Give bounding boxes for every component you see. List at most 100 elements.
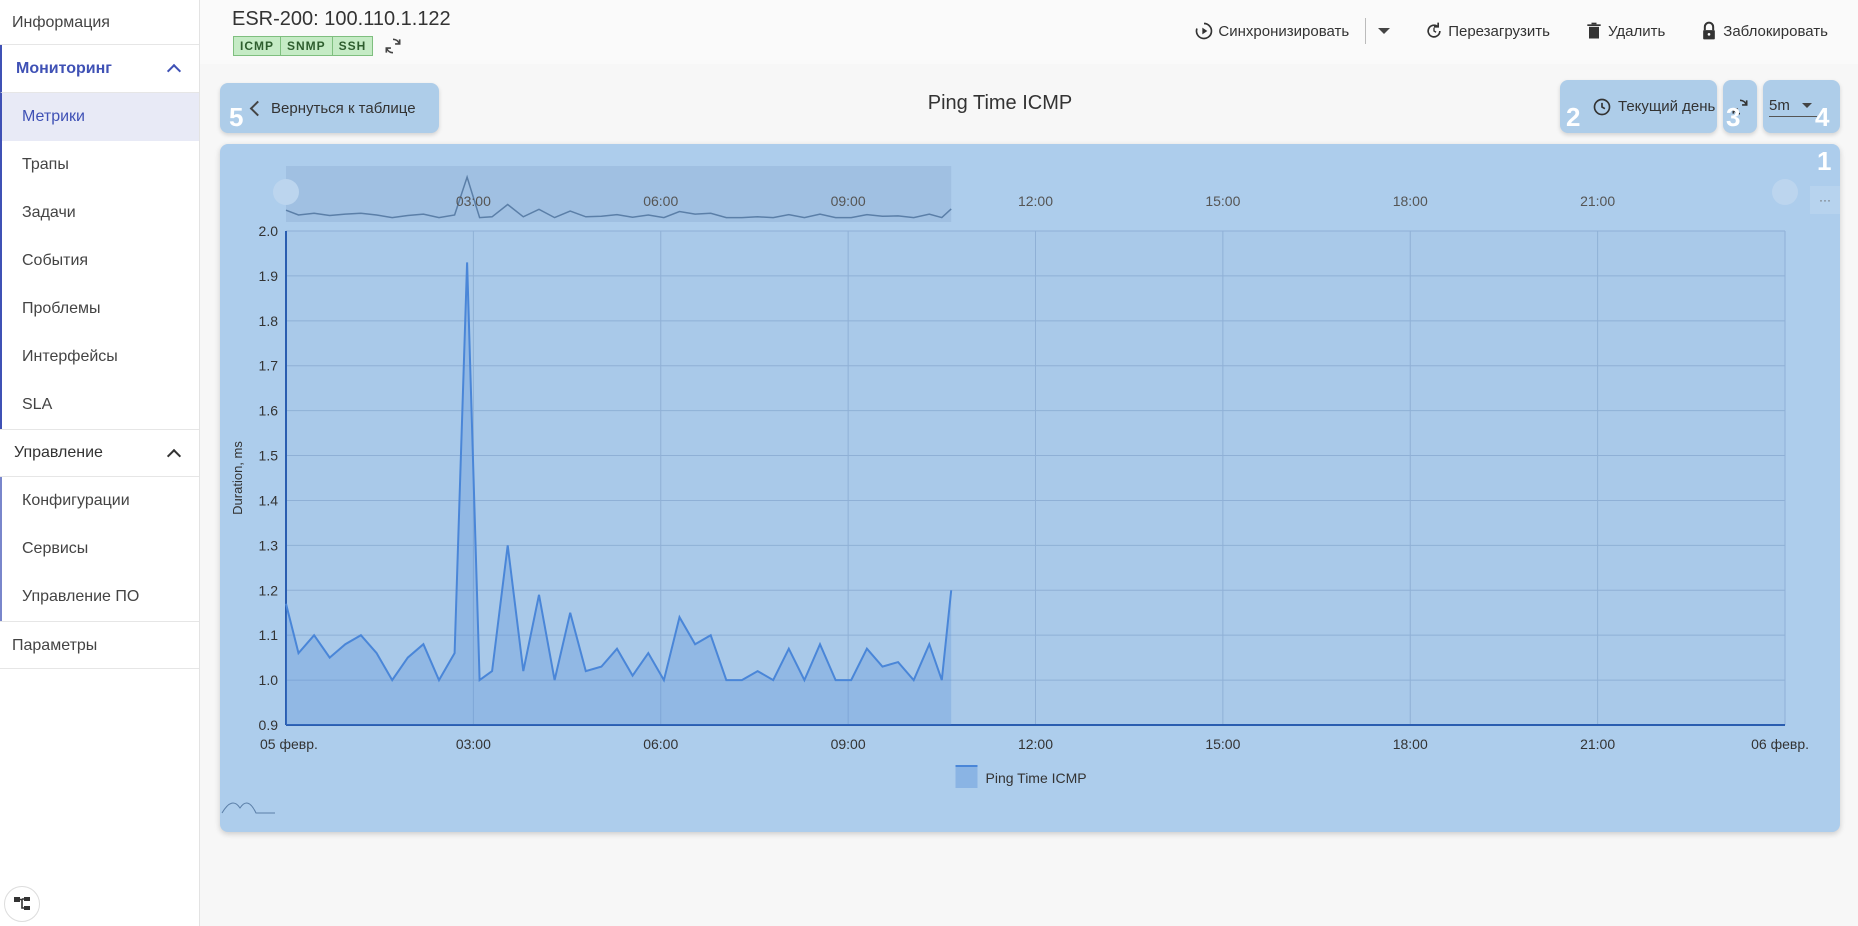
restart-icon bbox=[1427, 22, 1441, 38]
navigator-selection bbox=[286, 166, 952, 222]
chart-panel[interactable]: 0.9 1.0 1.1 1.2 1.3 1.4 1.5 1.6 1.7 1.8 1.9 2.0 05 ф… bbox=[220, 144, 1840, 832]
sidebar-item-interfaces[interactable]: Интерфейсы bbox=[22, 348, 118, 365]
legend-label: Ping Time ICMP bbox=[986, 770, 1087, 786]
nav-info[interactable]: Информация bbox=[0, 0, 199, 45]
marker-2: 2 bbox=[1566, 102, 1581, 132]
divider bbox=[1365, 18, 1367, 44]
trash-icon bbox=[1587, 22, 1601, 39]
refresh-chart-button[interactable] bbox=[1723, 80, 1757, 133]
sidebar-item-configurations[interactable]: Конфигурации bbox=[22, 492, 130, 509]
x-tick-label: 15:00 bbox=[1205, 736, 1240, 752]
reboot-button-label: Перезагрузить bbox=[1448, 22, 1550, 40]
back-to-table-button[interactable]: Вернуться к таблице bbox=[220, 83, 439, 133]
y-tick-label: 1.2 bbox=[259, 582, 279, 598]
sidebar-item-sla[interactable]: SLA bbox=[22, 396, 53, 413]
navigator-tick-label: 18:00 bbox=[1393, 193, 1428, 209]
monitoring-submenu: Метрики Трапы Задачи События Проблемы Ин… bbox=[0, 93, 199, 429]
navigator-tick-label: 06:00 bbox=[643, 193, 678, 209]
chevron-left-icon bbox=[249, 100, 266, 116]
marker-1: 1 bbox=[1817, 146, 1832, 176]
x-tick-label: 18:00 bbox=[1393, 736, 1428, 752]
caret-down-icon bbox=[1801, 102, 1812, 108]
time-range-button[interactable]: Текущий день bbox=[1560, 80, 1717, 133]
x-tick-label: 03:00 bbox=[456, 736, 491, 752]
management-submenu: Конфигурации Сервисы Управление ПО bbox=[0, 477, 199, 621]
navigator-tick-label: 15:00 bbox=[1205, 193, 1240, 209]
marker-4: 4 bbox=[1815, 102, 1830, 132]
time-range-label: Текущий день bbox=[1618, 98, 1716, 115]
device-title: ESR-200: 100.110.1.122 bbox=[232, 8, 451, 30]
sidebar-item-events[interactable]: События bbox=[22, 252, 89, 269]
nav-section-management[interactable]: Управление bbox=[0, 429, 199, 477]
y-tick-label: 1.9 bbox=[259, 268, 279, 284]
interval-select[interactable]: 5m bbox=[1763, 80, 1840, 133]
y-tick-label: 1.6 bbox=[259, 403, 279, 419]
sync-play-icon bbox=[1196, 22, 1213, 40]
device-header: ESR-200: 100.110.1.122 ICMP SNMP SSH Син… bbox=[200, 0, 1858, 64]
back-to-table-label: Вернуться к таблице bbox=[271, 99, 416, 117]
chart-menu-button[interactable]: ··· bbox=[1810, 186, 1840, 214]
x-tick-label: 06 февр. bbox=[1751, 736, 1809, 752]
y-tick-label: 1.4 bbox=[259, 492, 279, 508]
interval-select-field: 5m bbox=[1769, 97, 1817, 117]
lock-icon bbox=[1703, 21, 1716, 40]
series-area bbox=[286, 262, 952, 725]
y-tick-label: 1.0 bbox=[259, 672, 279, 688]
x-tick-label: 21:00 bbox=[1580, 736, 1615, 752]
chart-title: Ping Time ICMP bbox=[927, 92, 1073, 114]
nav-section-monitoring[interactable]: Мониторинг bbox=[0, 45, 199, 93]
sidebar: Информация Мониторинг Метрики Трапы Зада… bbox=[0, 0, 200, 926]
chart-mini-icon bbox=[221, 802, 275, 814]
tag-icmp: ICMP bbox=[233, 36, 281, 56]
nav-params[interactable]: Параметры bbox=[0, 621, 199, 669]
sidebar-item-traps[interactable]: Трапы bbox=[22, 156, 69, 173]
y-tick-label: 1.8 bbox=[259, 313, 279, 329]
clock-icon bbox=[1593, 98, 1611, 115]
y-tick-label: 1.5 bbox=[259, 448, 279, 464]
navigator-tick-label: 21:00 bbox=[1580, 193, 1615, 209]
delete-button[interactable]: Удалить bbox=[1584, 21, 1665, 41]
interval-value: 5m bbox=[1769, 96, 1790, 114]
navigator-tick-label: 03:00 bbox=[456, 193, 491, 209]
navigator-tick-label: 09:00 bbox=[831, 193, 866, 209]
marker-5: 5 bbox=[229, 102, 244, 132]
sync-button[interactable]: Синхронизировать bbox=[1194, 21, 1349, 41]
sidebar-item-problems[interactable]: Проблемы bbox=[22, 300, 101, 317]
tree-view-button[interactable] bbox=[4, 886, 40, 922]
protocol-tags: ICMP SNMP SSH bbox=[233, 36, 403, 56]
refresh-icon[interactable] bbox=[383, 36, 403, 56]
tag-snmp: SNMP bbox=[281, 36, 333, 56]
delete-button-label: Удалить bbox=[1608, 22, 1666, 40]
lock-button[interactable]: Заблокировать bbox=[1699, 21, 1828, 41]
legend-swatch bbox=[955, 766, 978, 788]
y-tick-label: 1.7 bbox=[259, 358, 279, 374]
reboot-button[interactable]: Перезагрузить bbox=[1424, 21, 1550, 41]
x-tick-label: 05 февр. bbox=[260, 736, 318, 752]
chevron-up-icon bbox=[166, 63, 182, 79]
nav-section-management-label: Управление bbox=[14, 444, 103, 461]
x-tick-label: 06:00 bbox=[643, 736, 678, 752]
marker-3: 3 bbox=[1726, 102, 1741, 132]
lock-button-label: Заблокировать bbox=[1723, 22, 1828, 40]
navigator-handle-left bbox=[273, 179, 299, 205]
sidebar-item-services[interactable]: Сервисы bbox=[22, 540, 89, 557]
y-tick-label: 1.1 bbox=[259, 627, 279, 643]
y-tick-label: 2.0 bbox=[259, 223, 279, 239]
y-tick-label: 1.3 bbox=[259, 537, 279, 553]
x-tick-label: 12:00 bbox=[1018, 736, 1053, 752]
tag-ssh: SSH bbox=[332, 36, 374, 56]
tree-icon bbox=[14, 897, 30, 910]
sidebar-item-software[interactable]: Управление ПО bbox=[22, 588, 140, 605]
ping-time-chart[interactable]: 0.9 1.0 1.1 1.2 1.3 1.4 1.5 1.6 1.7 1.8 1.9 2.0 05 ф… bbox=[220, 144, 1840, 832]
navigator-line bbox=[285, 174, 952, 219]
y-tick-label: 0.9 bbox=[259, 717, 279, 733]
device-actions: Синхронизировать Перезагрузить Удалить bbox=[1194, 18, 1828, 44]
sidebar-item-metrics[interactable]: Метрики bbox=[2, 93, 199, 141]
sync-dropdown-button[interactable] bbox=[1378, 28, 1391, 34]
navigator-handle-right bbox=[1772, 179, 1798, 205]
nav-section-monitoring-label: Мониторинг bbox=[16, 59, 112, 77]
sidebar-item-tasks[interactable]: Задачи bbox=[22, 204, 76, 221]
refresh-icon bbox=[1732, 98, 1748, 115]
x-tick-label: 09:00 bbox=[831, 736, 866, 752]
sync-button-label: Синхронизировать bbox=[1218, 22, 1350, 40]
